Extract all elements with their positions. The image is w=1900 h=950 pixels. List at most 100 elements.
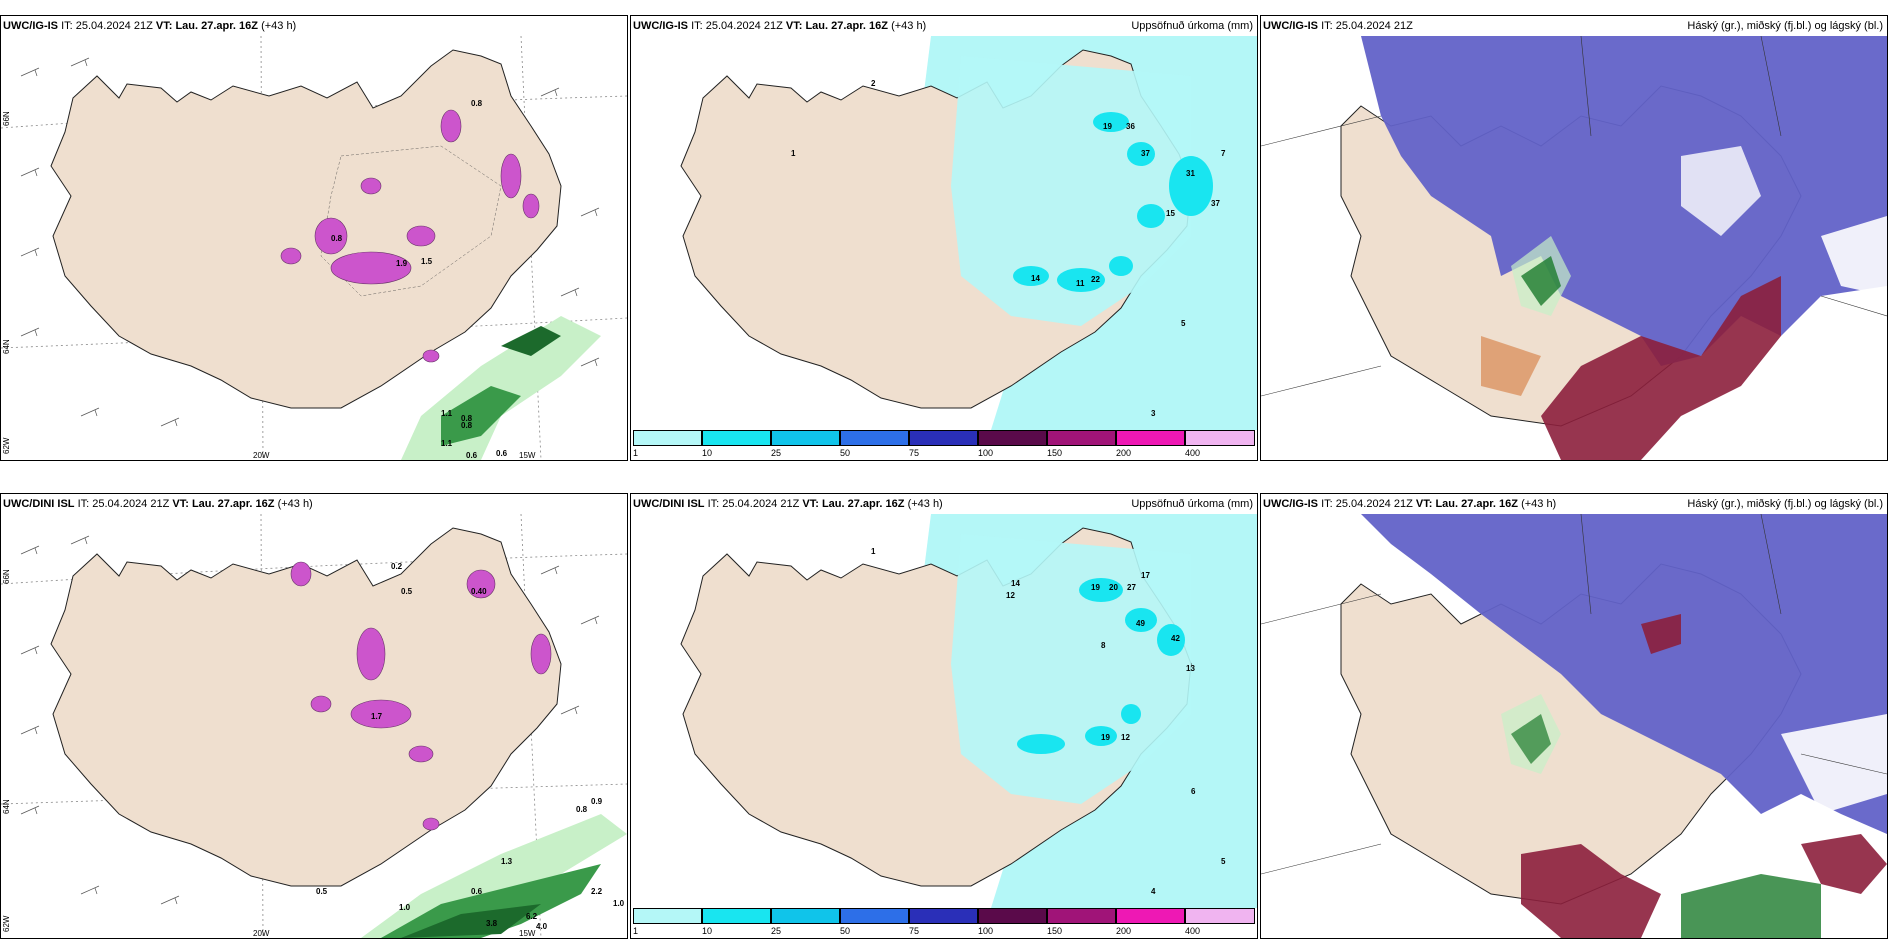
panel-dini-accum-precip: UWC/DINI ISL IT: 25.04.2024 21Z VT: Lau.… [630,493,1258,939]
value-label: 27 [1127,583,1136,592]
it-value: 25.04.2024 21Z [75,20,153,32]
panel-dini-wind-precip: UWC/DINI ISL IT: 25.04.2024 21Z VT: Lau.… [0,493,628,939]
value-label: 0.8 [461,414,473,423]
colorbar-label: 50 [840,926,851,936]
value-label: 4.0 [536,922,548,931]
panel-title: Uppsöfnuð úrkoma (mm) [1131,20,1253,32]
value-label: 11 [1076,279,1085,288]
vt-value: Lau. 27.apr. 16Z [175,20,258,32]
value-label: 20 [1109,583,1118,592]
value-label: 1.3 [501,857,513,866]
vt-label: VT: [172,498,189,510]
value-label: 0.5 [316,887,328,896]
value-label: 6 [1191,787,1196,796]
colorbar-segment [702,430,771,446]
colorbar-label: 25 [771,448,782,458]
vt-value: Lau. 27.apr. 16Z [191,498,275,510]
map-iceland-wind: 1.9 1.5 0.8 0.8 0.8 1.1 1.1 0.6 0.6 0.8 … [1,36,627,460]
value-label: 2 [871,79,876,88]
value-label: 37 [1141,149,1150,158]
value-label: 8 [1101,641,1106,650]
it-label: IT: [691,20,703,32]
lon-label-15w: 15W [519,451,536,460]
colorbar-label: 100 [978,448,994,458]
colorbar-segment [1047,430,1116,446]
map-iceland-precip: 19 36 37 31 14 11 22 37 15 7 5 3 2 1 [631,36,1257,430]
colorbar-segment [771,908,840,924]
value-label: 49 [1136,619,1145,628]
colorbar-label: 10 [702,448,713,458]
value-label: 4 [1151,887,1156,896]
value-label: 1.0 [613,899,625,908]
colorbar-label: 200 [1116,448,1132,458]
value-label: 0.8 [576,805,588,814]
colorbar-label: 75 [909,448,920,458]
map-iceland-wind: 0.5 0.40 0.2 1.7 0.9 0.8 1.3 0.6 0.5 1.0… [1,514,627,938]
precip-green-sea [361,814,627,938]
value-label: 22 [1091,275,1100,284]
colorbar-label: 50 [840,448,851,458]
value-label: 0.40 [471,587,487,596]
precip-cells [290,561,552,831]
vt-value: Lau. 27.apr. 16Z [805,20,888,32]
colorbar-label: 1 [633,926,639,936]
value-label: 15 [1166,209,1175,218]
value-label: 1.0 [399,903,411,912]
cloud-mid-area [1361,36,1887,366]
value-label: 2.2 [591,887,603,896]
precip-colorbar: 1 10 25 50 75 100 150 200 400 [633,430,1255,458]
value-label: 14 [1031,274,1040,283]
map-iceland-precip: 19 20 27 17 14 12 49 42 13 19 12 8 6 5 4… [631,514,1257,908]
value-label: 19 [1103,122,1112,131]
vt-label: VT: [1415,498,1433,510]
value-label: 12 [1121,733,1130,742]
model-name: UWC/DINI ISL [3,498,75,510]
colorbar-label: 1 [633,448,639,458]
colorbar-segment [633,430,702,446]
iceland-land [50,527,562,887]
lat-label-bottom: 62W [2,437,11,454]
colorbar-segment [909,430,978,446]
lat-label-66n: 66N [2,111,11,126]
panel-dini-clouds: UWC/IG-IS IT: 25.04.2024 21Z VT: Lau. 27… [1260,493,1888,939]
value-label: 13 [1186,664,1195,673]
colorbar-segment [1185,430,1255,446]
value-label: 1.1 [441,439,453,448]
lead-time: (+43 h) [261,20,297,32]
colorbar-label: 200 [1116,926,1132,936]
panel-ig-accum-precip: UWC/IG-IS IT: 25.04.2024 21Z VT: Lau. 27… [630,15,1258,461]
value-label: 17 [1141,571,1150,580]
colorbar-label: 150 [1047,926,1063,936]
model-name: UWC/IG-IS [1263,498,1318,510]
lead-time: (+43 h) [907,498,943,510]
panel-title: Háský (gr.), miðský (fj.bl.) og lágský (… [1687,20,1883,32]
colorbar-segment [909,908,978,924]
value-label: 1.9 [396,259,408,268]
panel-ig-wind-precip: UWC/IG-IS IT: 25.04.2024 21Z VT: Lau. 27… [0,15,628,461]
colorbar-label: 400 [1185,926,1201,936]
colorbar-label: 75 [909,926,920,936]
cloud-low-red [1521,844,1661,938]
colorbar-segment [1047,908,1116,924]
it-value: 25.04.2024 21Z [705,20,783,32]
cloud-low-red [1541,276,1781,460]
lead-time: (+43 h) [1521,498,1557,510]
value-label: 36 [1126,122,1135,131]
panel-title: Uppsöfnuð úrkoma (mm) [1131,498,1253,510]
lon-label-20w: 20W [253,929,270,938]
panel-title: Háský (gr.), miðský (fj.bl.) og lágský (… [1687,498,1883,510]
it-value: 25.04.2024 21Z [722,498,800,510]
it-value: 25.04.2024 21Z [1335,20,1413,32]
wind-barbs [20,57,600,427]
it-value: 25.04.2024 21Z [92,498,170,510]
value-label: 0.8 [461,421,473,430]
colorbar-label: 150 [1047,448,1063,458]
value-label: 0.6 [466,451,478,460]
map-iceland-clouds [1261,514,1887,938]
value-label: 0.9 [591,797,603,806]
vt-label: VT: [785,20,803,32]
precip-mid-cells [1013,112,1213,292]
vt-value: Lau. 27.apr. 16Z [1435,498,1518,510]
value-label: 0.6 [496,449,508,458]
lat-label-64n: 64N [2,339,11,354]
